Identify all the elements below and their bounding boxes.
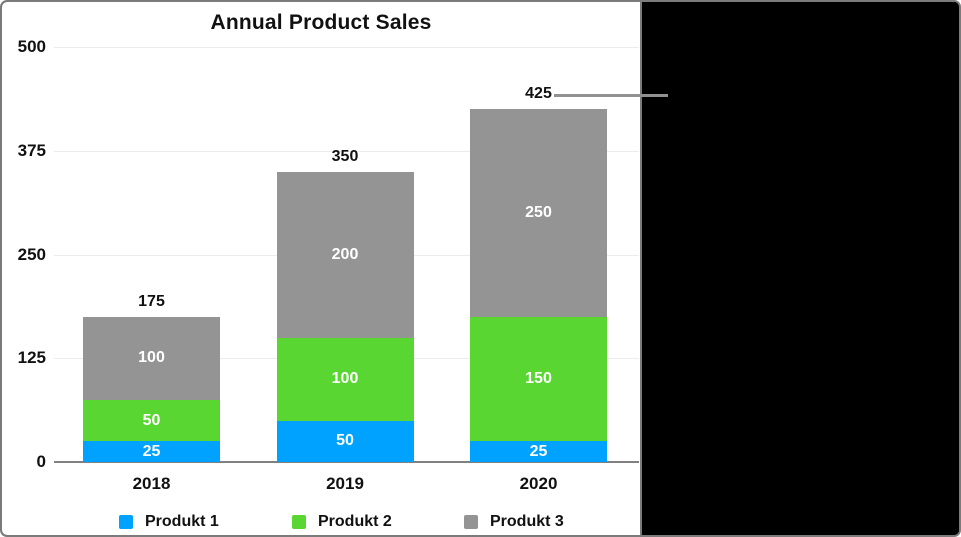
- y-axis-tick-label: 500: [17, 37, 46, 56]
- legend-swatch: [119, 515, 133, 529]
- segment-value-label: 150: [525, 370, 552, 387]
- bar-segment-produkt-3-2019: [276, 171, 414, 338]
- segment-value-label: 250: [525, 204, 552, 221]
- y-axis-tick-label: 250: [17, 244, 46, 264]
- legend-item: Produkt 1: [119, 509, 219, 535]
- bar-segment-produkt-2-2018: [83, 399, 220, 442]
- legend-item: Produkt 3: [464, 509, 564, 535]
- x-axis-line: [54, 461, 639, 463]
- x-axis-category-label: 2019: [326, 474, 364, 493]
- y-axis-tick-label: 375: [17, 140, 46, 160]
- segment-value-label: 100: [138, 349, 165, 367]
- legend-swatch: [292, 515, 306, 529]
- right-black-panel: [642, 2, 959, 535]
- segment-value-label: 25: [142, 442, 161, 460]
- bar-segment-produkt-3-2020: [470, 109, 607, 317]
- legend-item: Produkt 2: [292, 509, 392, 535]
- bar-segment-produkt-1-2018: [83, 441, 220, 462]
- bar-total-label: 425: [525, 85, 552, 103]
- legend-swatch: [464, 515, 478, 529]
- y-axis-tick-label: 125: [17, 348, 46, 368]
- segment-value-label: 200: [331, 245, 359, 263]
- bar-segment-produkt-1-2020: [470, 441, 607, 462]
- segment-value-label: 50: [142, 411, 161, 429]
- bar-total-label: 350: [331, 147, 359, 165]
- callout-line: [554, 94, 668, 97]
- x-axis-category-label: 2020: [519, 474, 558, 493]
- segment-value-label: 100: [331, 370, 359, 387]
- bar-total-label: 175: [138, 292, 165, 310]
- segment-value-label: 25: [529, 442, 548, 460]
- legend-label: Produkt 1: [145, 513, 219, 530]
- gridline: [54, 150, 639, 152]
- bar-segment-produkt-2-2020: [470, 316, 607, 442]
- chart-title: Annual Product Sales: [210, 11, 432, 34]
- legend-label: Produkt 2: [318, 513, 392, 530]
- chart-panel: Annual Product Sales 0 125 250 375 500 25 50 10…: [2, 2, 642, 535]
- bar-segment-produkt-2-2019: [276, 337, 414, 421]
- bar-segment-produkt-1-2019: [276, 420, 414, 462]
- segment-value-label: 50: [336, 432, 354, 450]
- x-axis-category-label: 2018: [132, 474, 171, 493]
- gridline: [54, 47, 639, 48]
- y-axis-tick-label: 0: [36, 452, 46, 471]
- bar-segment-produkt-3-2018: [83, 316, 220, 400]
- legend-label: Produkt 3: [490, 513, 564, 530]
